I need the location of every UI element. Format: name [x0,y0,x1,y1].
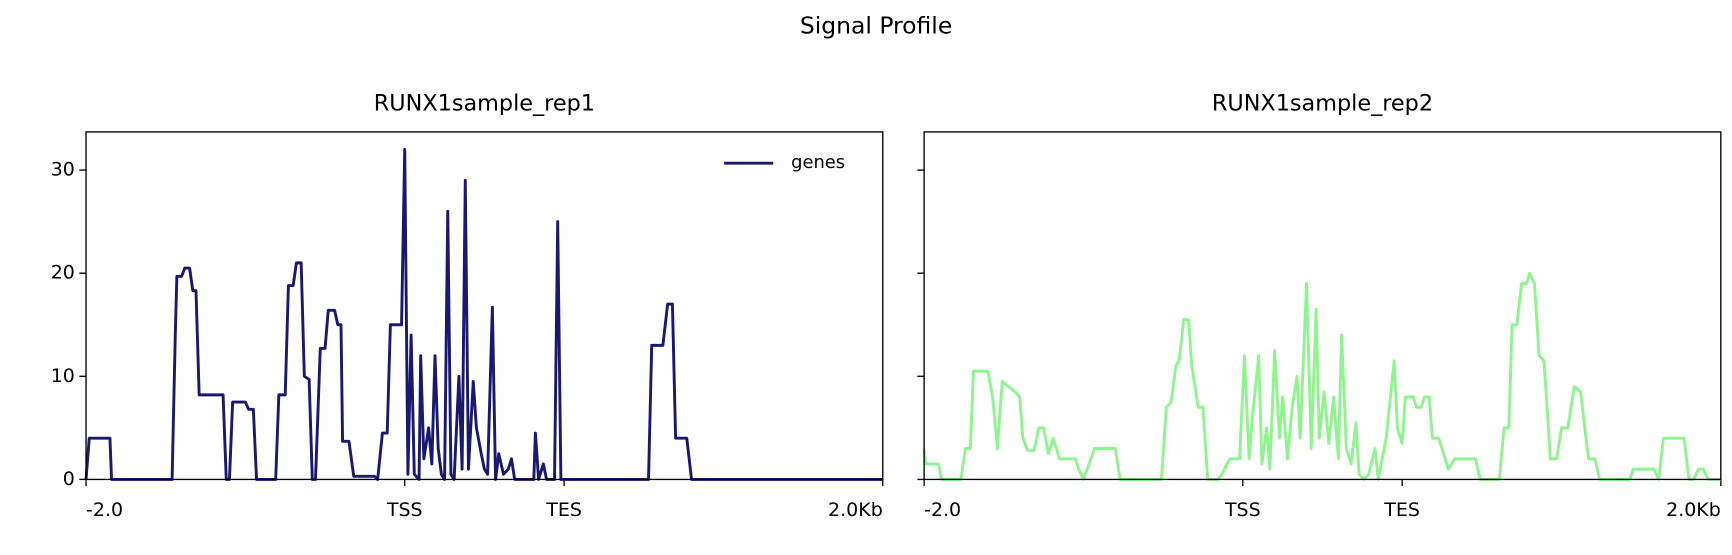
y-tick-label: 20 [51,262,75,284]
x-tick-label: TES [1383,499,1420,521]
figure-title: Signal Profile [800,11,952,39]
y-tick-label: 30 [51,159,75,181]
subplot-title: RUNX1sample_rep1 [374,90,595,116]
y-tick-label: 0 [63,468,75,490]
x-tick-label: 2.0Kb [828,499,883,521]
x-tick-label: TSS [386,499,423,521]
x-tick-label: TSS [1224,499,1261,521]
axes-frame [923,131,1722,481]
signal-line [84,147,883,481]
y-tick-label: 10 [51,365,75,387]
legend-label: genes [791,152,845,173]
x-tick-label: -2.0 [86,499,123,521]
x-tick-label: -2.0 [924,499,961,521]
axes-frame [85,131,884,481]
signal-line [922,271,1721,481]
x-tick-label: 2.0Kb [1666,499,1721,521]
subplot-title: RUNX1sample_rep2 [1212,90,1433,116]
x-tick-label: TES [545,499,582,521]
